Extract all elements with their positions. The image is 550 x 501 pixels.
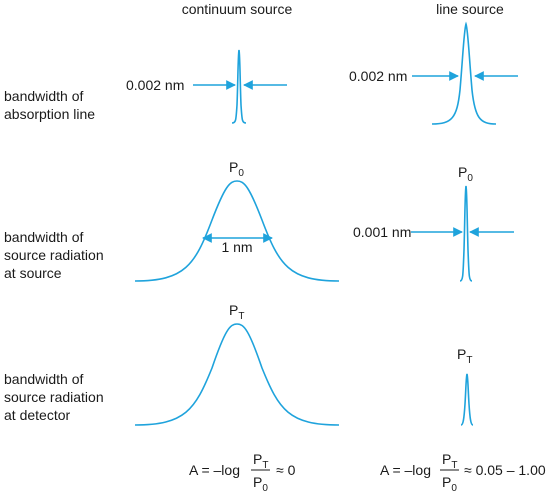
width-label-source-continuum: 1 nm xyxy=(221,239,252,255)
pt-label-continuum-subscript: T xyxy=(238,311,244,322)
row-label-detector: bandwidth of source radiation at detecto… xyxy=(4,371,108,423)
equation-line-denominator: P0 xyxy=(442,474,457,494)
p0-label-continuum-symbol: P xyxy=(229,159,238,175)
row-label-detector-line3: at detector xyxy=(4,407,70,423)
absorbance-equation-continuum: A = –log PT P0 ≈ 0 xyxy=(189,451,296,494)
row-label-source-line2: source radiation xyxy=(4,247,104,263)
p0-label-line: P0 xyxy=(458,164,473,184)
pt-label-continuum: PT xyxy=(229,302,244,322)
pt-label-line-symbol: P xyxy=(457,346,466,362)
row-label-detector-line2: source radiation xyxy=(4,389,104,405)
pt-label-line-subscript: T xyxy=(466,355,472,366)
equation-line-numerator-subscript: T xyxy=(451,460,457,471)
equation-line-lhs: A = –log xyxy=(380,462,431,478)
row-label-source-line1: bandwidth of xyxy=(4,229,84,245)
equation-continuum-rhs: ≈ 0 xyxy=(276,462,296,478)
detector-curve-line xyxy=(460,373,474,426)
column-header-line: line source xyxy=(436,1,504,17)
width-label-abs-continuum: 0.002 nm xyxy=(126,77,184,93)
absorbance-equation-line: A = –log PT P0 ≈ 0.05 – 1.00 xyxy=(380,451,546,494)
absorption-line-curve-continuum xyxy=(231,49,247,124)
row-label-absorption-line2: absorption line xyxy=(4,106,95,122)
pt-label-continuum-symbol: P xyxy=(229,302,238,318)
equation-line-rhs: ≈ 0.05 – 1.00 xyxy=(464,462,546,478)
p0-label-continuum-subscript: 0 xyxy=(238,168,244,179)
row-label-source: bandwidth of source radiation at source xyxy=(4,229,108,281)
equation-continuum-denominator-subscript: 0 xyxy=(262,483,268,494)
equation-continuum-numerator-subscript: T xyxy=(262,460,268,471)
row-label-detector-line1: bandwidth of xyxy=(4,371,84,387)
equation-line-numerator: PT xyxy=(442,451,457,471)
equation-continuum-numerator-symbol: P xyxy=(253,451,262,467)
p0-label-line-subscript: 0 xyxy=(467,173,473,184)
pt-label-line: PT xyxy=(457,346,472,366)
equation-continuum-denominator: P0 xyxy=(253,474,268,494)
width-label-abs-line: 0.002 nm xyxy=(349,68,407,84)
source-emission-curve-continuum xyxy=(134,180,340,282)
equation-continuum-denominator-symbol: P xyxy=(253,474,262,490)
row-label-source-line3: at source xyxy=(4,265,62,281)
row-label-absorption-line1: bandwidth of xyxy=(4,88,84,104)
source-emission-curve-line xyxy=(459,185,473,282)
equation-line-denominator-symbol: P xyxy=(442,474,451,490)
equation-continuum-lhs: A = –log xyxy=(189,462,240,478)
row-label-absorption: bandwidth of absorption line xyxy=(4,88,95,122)
p0-label-continuum: P0 xyxy=(229,159,244,179)
equation-continuum-numerator: PT xyxy=(253,451,268,471)
width-label-source-line: 0.001 nm xyxy=(353,224,411,240)
absorption-line-curve-line xyxy=(431,21,497,125)
detector-curve-continuum xyxy=(134,323,340,426)
equation-line-denominator-subscript: 0 xyxy=(451,483,457,494)
p0-label-line-symbol: P xyxy=(458,164,467,180)
column-header-continuum: continuum source xyxy=(182,1,293,17)
equation-line-numerator-symbol: P xyxy=(442,451,451,467)
